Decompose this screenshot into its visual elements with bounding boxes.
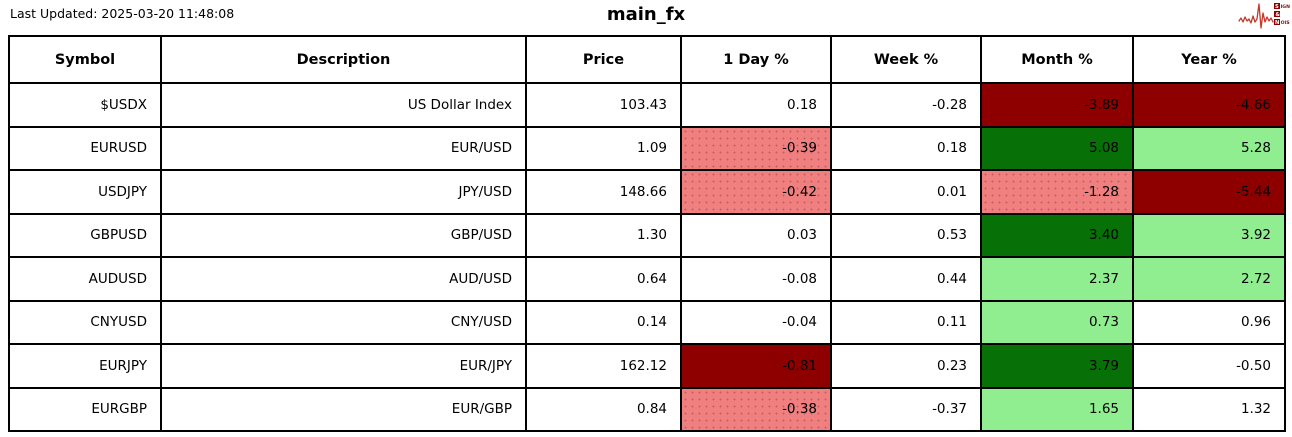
svg-text:OISE: OISE bbox=[1281, 20, 1290, 26]
page-title: main_fx bbox=[606, 4, 686, 25]
price-cell: 1.09 bbox=[525, 125, 682, 171]
month-change-cell: 3.40 bbox=[980, 212, 1134, 258]
symbol-cell: CNYUSD bbox=[8, 299, 162, 345]
month-change-cell: 3.79 bbox=[980, 343, 1134, 389]
day-change-cell: -0.42 bbox=[680, 169, 832, 215]
year-change-cell: -4.66 bbox=[1132, 82, 1286, 128]
month-change-cell: 0.73 bbox=[980, 299, 1134, 345]
description-cell: US Dollar Index bbox=[160, 82, 527, 128]
table-header-row: Symbol Description Price 1 Day % Week % … bbox=[8, 35, 1286, 84]
table-row: GBPUSD GBP/USD 1.30 0.03 0.53 3.40 3.92 bbox=[8, 212, 1286, 258]
symbol-cell: AUDUSD bbox=[8, 256, 162, 302]
month-change-cell: 5.08 bbox=[980, 125, 1134, 171]
week-change-cell: 0.18 bbox=[830, 125, 982, 171]
symbol-cell: GBPUSD bbox=[8, 212, 162, 258]
price-cell: 103.43 bbox=[525, 82, 682, 128]
top-bar: Last Updated: 2025-03-20 11:48:08 main_f… bbox=[0, 0, 1292, 35]
column-header-day: 1 Day % bbox=[680, 35, 832, 84]
day-change-cell: -0.39 bbox=[680, 125, 832, 171]
table-row: AUDUSD AUD/USD 0.64 -0.08 0.44 2.37 2.72 bbox=[8, 256, 1286, 302]
logo-letter-n: N bbox=[1275, 20, 1279, 26]
month-change-cell: -3.89 bbox=[980, 82, 1134, 128]
week-change-cell: 0.01 bbox=[830, 169, 982, 215]
price-cell: 0.64 bbox=[525, 256, 682, 302]
month-change-cell: -1.28 bbox=[980, 169, 1134, 215]
week-change-cell: 0.44 bbox=[830, 256, 982, 302]
fx-quotes-table: Symbol Description Price 1 Day % Week % … bbox=[8, 35, 1286, 432]
week-change-cell: -0.37 bbox=[830, 386, 982, 432]
day-change-cell: -0.04 bbox=[680, 299, 832, 345]
year-change-cell: 2.72 bbox=[1132, 256, 1286, 302]
day-change-cell: -0.08 bbox=[680, 256, 832, 302]
description-cell: AUD/USD bbox=[160, 256, 527, 302]
signal-and-noise-logo: S IGNAL & N OISE bbox=[1238, 3, 1290, 29]
week-change-cell: 0.53 bbox=[830, 212, 982, 258]
day-change-cell: -0.38 bbox=[680, 386, 832, 432]
description-cell: EUR/GBP bbox=[160, 386, 527, 432]
year-change-cell: 5.28 bbox=[1132, 125, 1286, 171]
week-change-cell: 0.11 bbox=[830, 299, 982, 345]
price-cell: 148.66 bbox=[525, 169, 682, 215]
day-change-cell: -0.81 bbox=[680, 343, 832, 389]
column-header-price: Price bbox=[525, 35, 682, 84]
symbol-cell: $USDX bbox=[8, 82, 162, 128]
description-cell: GBP/USD bbox=[160, 212, 527, 258]
logo-letter-s: S bbox=[1275, 4, 1279, 10]
year-change-cell: -5.44 bbox=[1132, 169, 1286, 215]
description-cell: JPY/USD bbox=[160, 169, 527, 215]
table-row: EURJPY EUR/JPY 162.12 -0.81 0.23 3.79 -0… bbox=[8, 343, 1286, 389]
price-cell: 162.12 bbox=[525, 343, 682, 389]
year-change-cell: 3.92 bbox=[1132, 212, 1286, 258]
last-updated-timestamp: Last Updated: 2025-03-20 11:48:08 bbox=[10, 6, 235, 21]
column-header-description: Description bbox=[160, 35, 527, 84]
table-row: EURGBP EUR/GBP 0.84 -0.38 -0.37 1.65 1.3… bbox=[8, 386, 1286, 432]
symbol-cell: USDJPY bbox=[8, 169, 162, 215]
svg-text:IGNAL: IGNAL bbox=[1281, 4, 1290, 10]
logo-ampersand: & bbox=[1275, 12, 1280, 18]
month-change-cell: 1.65 bbox=[980, 386, 1134, 432]
year-change-cell: -0.50 bbox=[1132, 343, 1286, 389]
table-row: $USDX US Dollar Index 103.43 0.18 -0.28 … bbox=[8, 82, 1286, 128]
column-header-week: Week % bbox=[830, 35, 982, 84]
week-change-cell: 0.23 bbox=[830, 343, 982, 389]
description-cell: CNY/USD bbox=[160, 299, 527, 345]
price-cell: 0.84 bbox=[525, 386, 682, 432]
month-change-cell: 2.37 bbox=[980, 256, 1134, 302]
table-row: USDJPY JPY/USD 148.66 -0.42 0.01 -1.28 -… bbox=[8, 169, 1286, 215]
waveform-icon bbox=[1238, 3, 1274, 29]
table-row: EURUSD EUR/USD 1.09 -0.39 0.18 5.08 5.28 bbox=[8, 125, 1286, 171]
price-cell: 0.14 bbox=[525, 299, 682, 345]
day-change-cell: 0.03 bbox=[680, 212, 832, 258]
day-change-cell: 0.18 bbox=[680, 82, 832, 128]
symbol-cell: EURUSD bbox=[8, 125, 162, 171]
description-cell: EUR/JPY bbox=[160, 343, 527, 389]
week-change-cell: -0.28 bbox=[830, 82, 982, 128]
symbol-cell: EURGBP bbox=[8, 386, 162, 432]
column-header-month: Month % bbox=[980, 35, 1134, 84]
price-cell: 1.30 bbox=[525, 212, 682, 258]
column-header-year: Year % bbox=[1132, 35, 1286, 84]
table-row: CNYUSD CNY/USD 0.14 -0.04 0.11 0.73 0.96 bbox=[8, 299, 1286, 345]
column-header-symbol: Symbol bbox=[8, 35, 162, 84]
year-change-cell: 0.96 bbox=[1132, 299, 1286, 345]
logo-wordmark: S IGNAL & N OISE bbox=[1274, 3, 1290, 26]
year-change-cell: 1.32 bbox=[1132, 386, 1286, 432]
symbol-cell: EURJPY bbox=[8, 343, 162, 389]
description-cell: EUR/USD bbox=[160, 125, 527, 171]
